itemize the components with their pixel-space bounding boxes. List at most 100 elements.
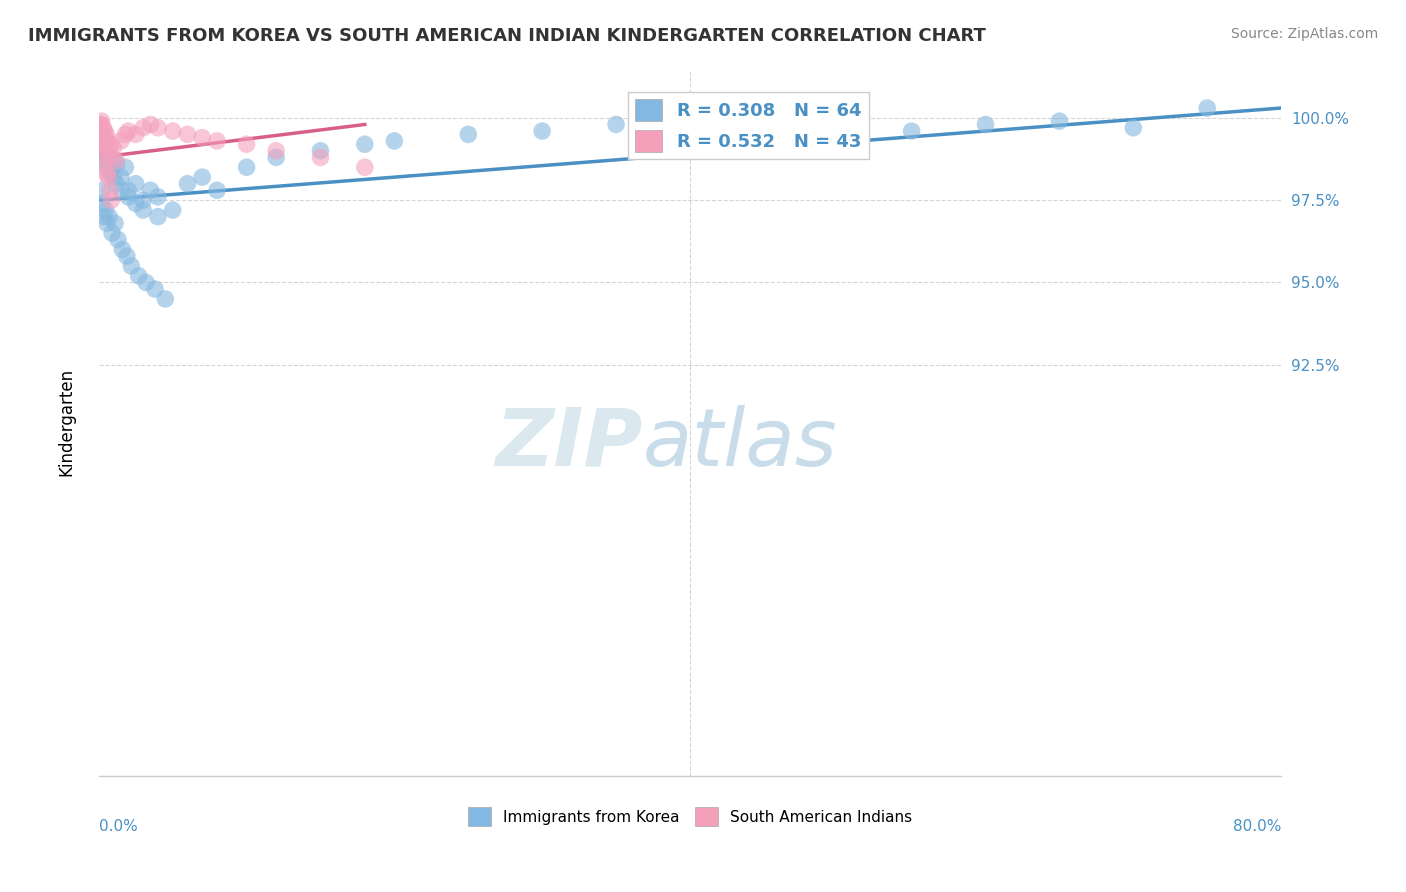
- Point: [974, 118, 997, 132]
- Point: [90, 196, 112, 211]
- Point: [94, 202, 117, 217]
- Point: [104, 216, 127, 230]
- Point: [100, 167, 122, 181]
- Point: [264, 150, 287, 164]
- Point: [191, 130, 214, 145]
- Point: [94, 161, 117, 175]
- Point: [1047, 114, 1070, 128]
- Point: [125, 196, 148, 211]
- Point: [191, 170, 214, 185]
- Point: [143, 282, 166, 296]
- Text: 0.0%: 0.0%: [98, 819, 138, 834]
- Point: [162, 124, 184, 138]
- Point: [105, 157, 128, 171]
- Point: [93, 210, 115, 224]
- Point: [91, 120, 114, 135]
- Point: [827, 128, 849, 142]
- Point: [132, 193, 155, 207]
- Point: [176, 177, 198, 191]
- Point: [98, 210, 121, 224]
- Point: [110, 183, 132, 197]
- Point: [1197, 101, 1219, 115]
- Y-axis label: Kindergarten: Kindergarten: [58, 368, 75, 476]
- Point: [128, 268, 150, 283]
- Point: [125, 128, 148, 142]
- Point: [205, 134, 228, 148]
- Point: [235, 161, 257, 175]
- Point: [132, 202, 155, 217]
- Point: [117, 190, 139, 204]
- Point: [103, 153, 125, 168]
- Point: [91, 134, 114, 148]
- Text: ZIP: ZIP: [495, 405, 643, 483]
- Point: [176, 128, 198, 142]
- Point: [146, 190, 169, 204]
- Point: [89, 128, 111, 142]
- Point: [97, 170, 120, 185]
- Point: [101, 226, 124, 240]
- Point: [114, 161, 136, 175]
- Point: [91, 150, 114, 164]
- Point: [97, 161, 120, 175]
- Legend: Immigrants from Korea, South American Indians: Immigrants from Korea, South American In…: [461, 801, 918, 832]
- Text: 80.0%: 80.0%: [1233, 819, 1281, 834]
- Point: [205, 183, 228, 197]
- Point: [679, 120, 702, 135]
- Point: [98, 144, 121, 158]
- Point: [382, 134, 405, 148]
- Point: [97, 134, 120, 148]
- Point: [96, 167, 118, 181]
- Point: [139, 118, 162, 132]
- Point: [146, 210, 169, 224]
- Point: [264, 144, 287, 158]
- Point: [132, 120, 155, 135]
- Point: [135, 276, 157, 290]
- Point: [146, 120, 169, 135]
- Point: [96, 128, 118, 142]
- Point: [100, 163, 122, 178]
- Point: [96, 216, 118, 230]
- Point: [155, 292, 177, 306]
- Point: [117, 183, 139, 197]
- Point: [98, 183, 121, 197]
- Point: [93, 124, 115, 138]
- Point: [100, 137, 122, 152]
- Point: [115, 249, 138, 263]
- Point: [531, 124, 554, 138]
- Point: [90, 114, 112, 128]
- Point: [1122, 120, 1144, 135]
- Point: [353, 137, 375, 152]
- Point: [90, 124, 112, 138]
- Point: [457, 128, 479, 142]
- Point: [93, 137, 115, 152]
- Point: [162, 202, 184, 217]
- Text: atlas: atlas: [643, 405, 838, 483]
- Point: [107, 233, 129, 247]
- Point: [101, 150, 124, 164]
- Point: [91, 128, 114, 142]
- Point: [93, 150, 115, 164]
- Point: [139, 183, 162, 197]
- Point: [309, 144, 332, 158]
- Point: [120, 259, 142, 273]
- Point: [105, 177, 128, 191]
- Point: [90, 124, 112, 138]
- Point: [94, 137, 117, 152]
- Point: [93, 144, 115, 158]
- Point: [91, 137, 114, 152]
- Point: [103, 170, 125, 185]
- Point: [89, 118, 111, 132]
- Point: [90, 130, 112, 145]
- Point: [125, 177, 148, 191]
- Text: Source: ZipAtlas.com: Source: ZipAtlas.com: [1230, 27, 1378, 41]
- Point: [117, 124, 139, 138]
- Point: [105, 153, 128, 168]
- Point: [114, 128, 136, 142]
- Point: [91, 183, 114, 197]
- Point: [89, 120, 111, 135]
- Point: [96, 144, 118, 158]
- Point: [900, 124, 922, 138]
- Point: [110, 170, 132, 185]
- Point: [91, 137, 114, 152]
- Point: [235, 137, 257, 152]
